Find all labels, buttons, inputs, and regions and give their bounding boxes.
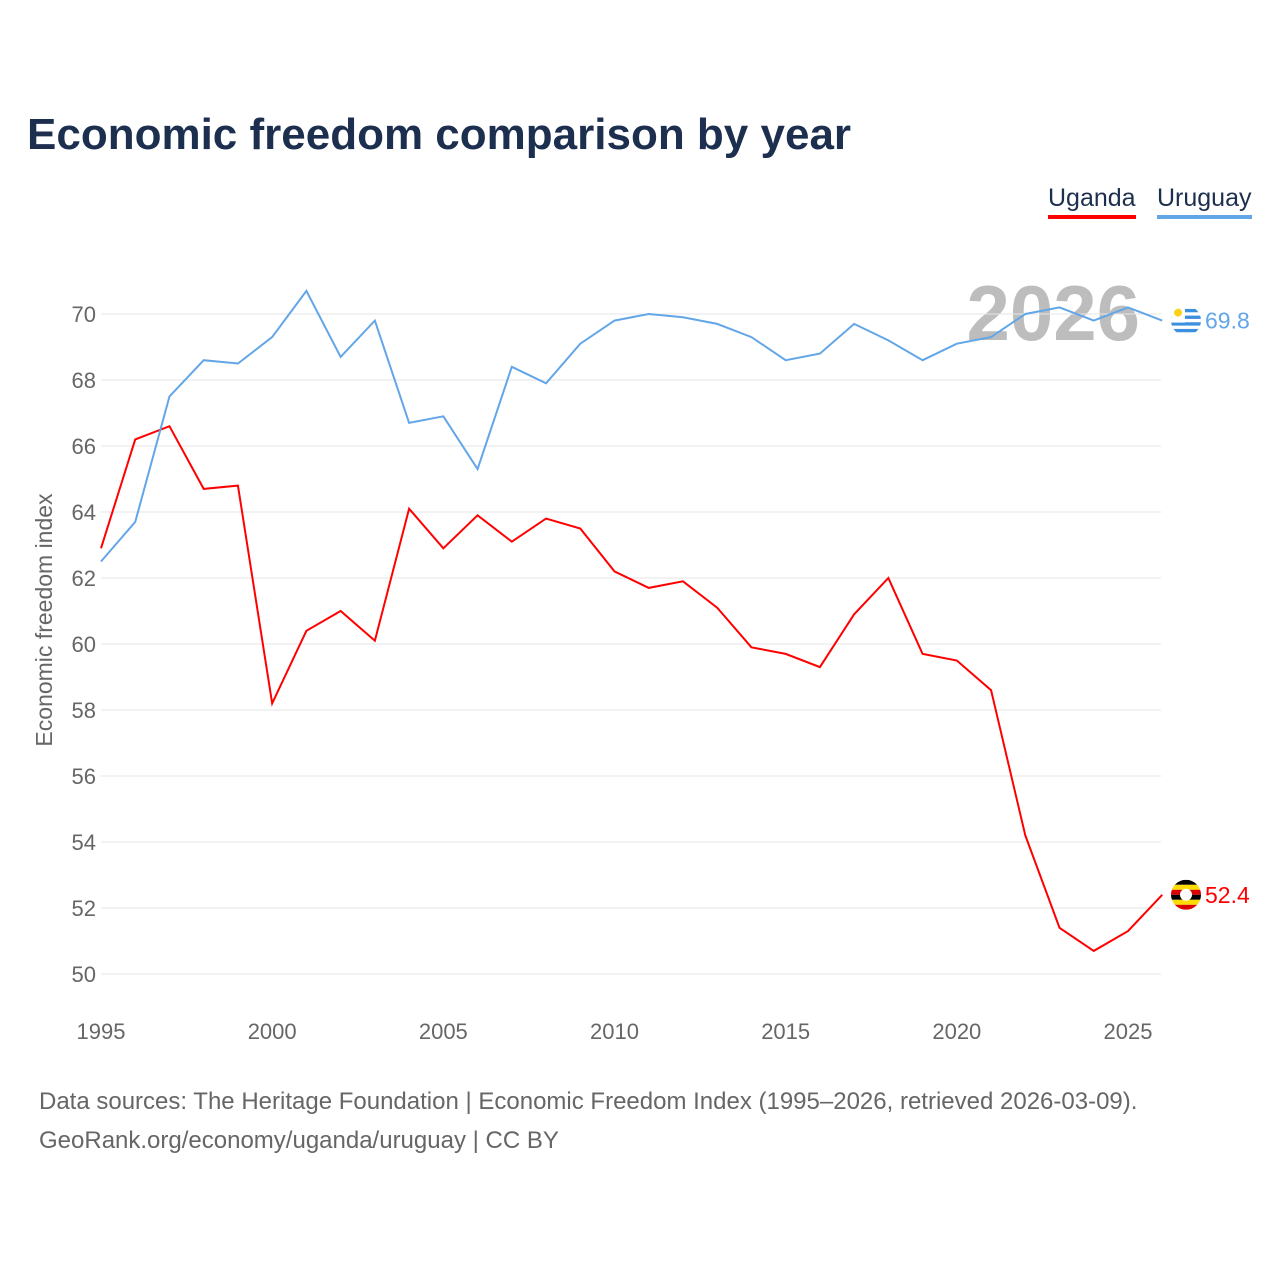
flag-stripe: [1171, 884, 1201, 890]
y-tick-label: 62: [72, 566, 96, 591]
legend-uganda[interactable]: Uganda: [1048, 184, 1136, 219]
y-tick-label: 68: [72, 368, 96, 393]
legend-uruguay[interactable]: Uruguay: [1157, 184, 1252, 219]
y-tick-label: 50: [72, 962, 96, 987]
flag-stripe: [1171, 904, 1201, 910]
x-tick-label: 2020: [932, 1019, 981, 1044]
series-line-uganda: [100, 424, 1163, 953]
y-tick-label: 60: [72, 632, 96, 657]
flag-stripe: [1171, 879, 1201, 885]
source-text: Data sources: The Heritage Foundation | …: [39, 1088, 1138, 1115]
end-value-label: 69.8: [1205, 308, 1250, 334]
flag-stripe: [1171, 899, 1201, 905]
end-value-label: 52.4: [1205, 882, 1250, 908]
y-tick-label: 54: [72, 830, 96, 855]
x-tick-label: 2025: [1104, 1019, 1153, 1044]
flag: [1171, 879, 1201, 910]
credit-text: GeoRank.org/economy/uganda/uruguay | CC …: [39, 1127, 559, 1154]
series-line-uruguay: [100, 289, 1163, 563]
flag-stripe: [1171, 315, 1201, 319]
y-tick-label: 70: [72, 302, 96, 327]
flag: [1171, 305, 1201, 336]
uruguay-flag-icon: [1171, 305, 1201, 336]
y-tick-label: 52: [72, 896, 96, 921]
y-tick-label: 56: [72, 764, 96, 789]
y-tick-label: 64: [72, 500, 96, 525]
y-tick-label: 58: [72, 698, 96, 723]
flag-sun: [1174, 308, 1182, 317]
x-tick-label: 2010: [590, 1019, 639, 1044]
x-tick-label: 2000: [248, 1019, 297, 1044]
x-tick-label: 1995: [77, 1019, 126, 1044]
flag-stripe: [1171, 328, 1201, 333]
y-axis-label: Economic freedom index: [31, 493, 57, 747]
x-tick-label: 2015: [761, 1019, 810, 1044]
chart-title: Economic freedom comparison by year: [27, 110, 852, 159]
y-tick-label: 66: [72, 434, 96, 459]
flag-stripe: [1171, 322, 1201, 326]
uganda-flag-icon: [1171, 879, 1201, 910]
flag-emblem: [1180, 888, 1192, 901]
flag-stripe: [1171, 308, 1201, 313]
x-tick-label: 2005: [419, 1019, 468, 1044]
